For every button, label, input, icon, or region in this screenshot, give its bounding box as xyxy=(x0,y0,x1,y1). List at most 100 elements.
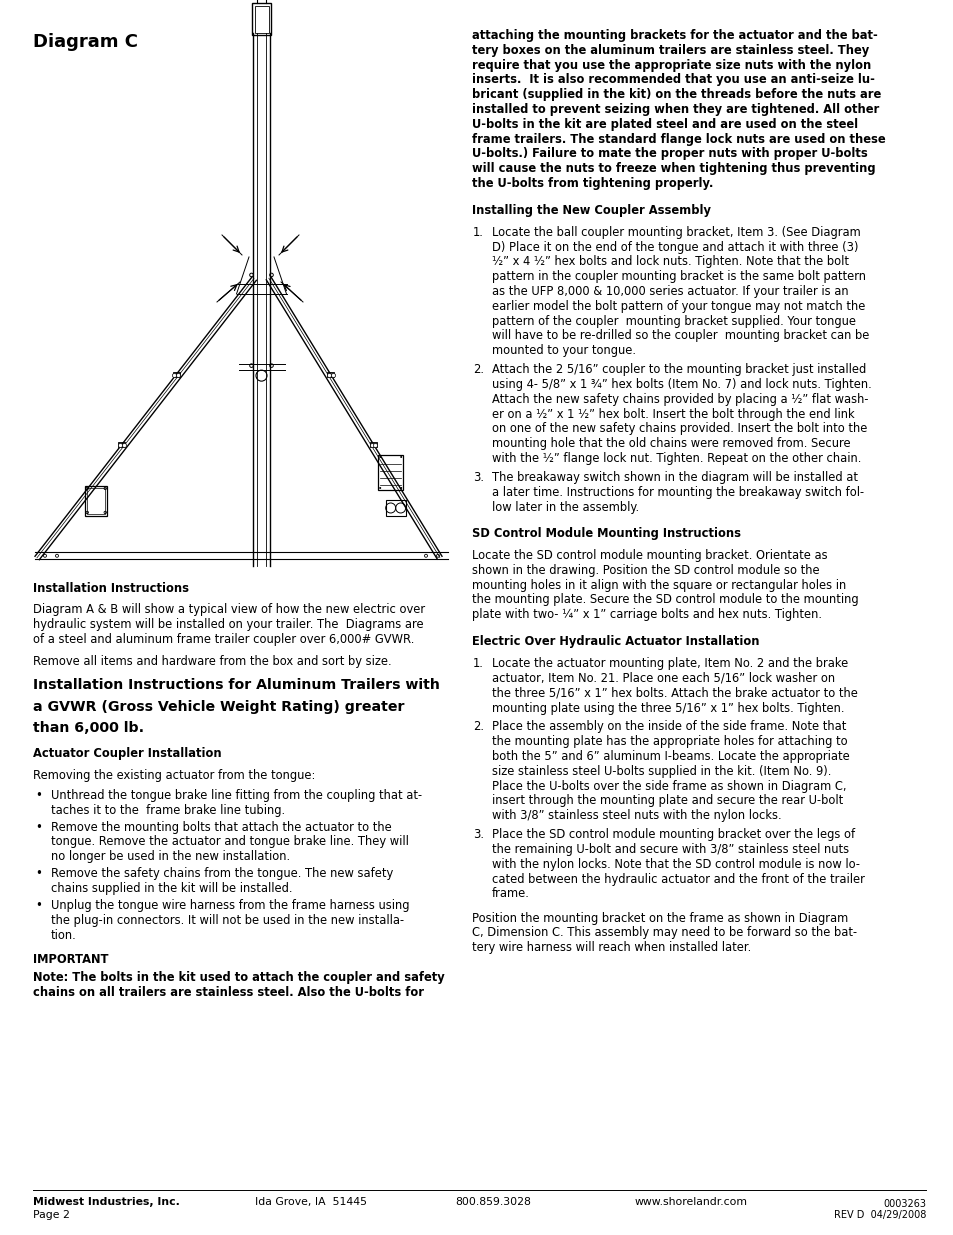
Text: 3.: 3. xyxy=(473,829,483,841)
Text: Locate the SD control module mounting bracket. Orientate as: Locate the SD control module mounting br… xyxy=(472,550,827,562)
Text: Remove all items and hardware from the box and sort by size.: Remove all items and hardware from the b… xyxy=(33,655,392,668)
Text: chains on all trailers are stainless steel. Also the U-bolts for: chains on all trailers are stainless ste… xyxy=(33,986,423,999)
Text: pattern in the coupler mounting bracket is the same bolt pattern: pattern in the coupler mounting bracket … xyxy=(492,270,865,283)
Text: IMPORTANT: IMPORTANT xyxy=(33,953,109,966)
Text: Place the U-bolts over the side frame as shown in Diagram C,: Place the U-bolts over the side frame as… xyxy=(492,779,845,793)
Text: C, Dimension C. This assembly may need to be forward so the bat-: C, Dimension C. This assembly may need t… xyxy=(472,926,856,940)
Text: the remaining U-bolt and secure with 3/8” stainless steel nuts: the remaining U-bolt and secure with 3/8… xyxy=(492,844,848,856)
Text: Installing the New Coupler Assembly: Installing the New Coupler Assembly xyxy=(472,204,710,216)
Text: with the ½” flange lock nut. Tighten. Repeat on the other chain.: with the ½” flange lock nut. Tighten. Re… xyxy=(492,452,861,466)
Circle shape xyxy=(378,487,381,489)
Text: attaching the mounting brackets for the actuator and the bat-: attaching the mounting brackets for the … xyxy=(472,28,877,42)
Text: www.shorelandr.com: www.shorelandr.com xyxy=(635,1197,747,1207)
Bar xyxy=(172,372,179,377)
Text: taches it to the  frame brake line tubing.: taches it to the frame brake line tubing… xyxy=(51,804,285,816)
Text: shown in the drawing. Position the SD control module so the: shown in the drawing. Position the SD co… xyxy=(472,564,819,577)
Bar xyxy=(87,489,105,515)
Text: tongue. Remove the actuator and tongue brake line. They will: tongue. Remove the actuator and tongue b… xyxy=(51,835,409,848)
Text: of a steel and aluminum frame trailer coupler over 6,000# GVWR.: of a steel and aluminum frame trailer co… xyxy=(33,632,414,646)
Text: Position the mounting bracket on the frame as shown in Diagram: Position the mounting bracket on the fra… xyxy=(472,911,847,925)
Text: Attach the new safety chains provided by placing a ½” flat wash-: Attach the new safety chains provided by… xyxy=(492,393,867,406)
Text: no longer be used in the new installation.: no longer be used in the new installatio… xyxy=(51,850,290,863)
Text: both the 5” and 6” aluminum I-beams. Locate the appropriate: both the 5” and 6” aluminum I-beams. Loc… xyxy=(492,750,849,763)
Text: Locate the ball coupler mounting bracket, Item 3. (See Diagram: Locate the ball coupler mounting bracket… xyxy=(492,226,860,238)
Text: •: • xyxy=(35,899,42,911)
Text: Unthread the tongue brake line fitting from the coupling that at-: Unthread the tongue brake line fitting f… xyxy=(51,789,421,802)
Text: SD Control Module Mounting Instructions: SD Control Module Mounting Instructions xyxy=(472,527,740,540)
Text: pattern of the coupler  mounting bracket supplied. Your tongue: pattern of the coupler mounting bracket … xyxy=(492,315,855,327)
Text: using 4- 5/8” x 1 ¾” hex bolts (Item No. 7) and lock nuts. Tighten.: using 4- 5/8” x 1 ¾” hex bolts (Item No.… xyxy=(492,378,871,391)
Text: the plug-in connectors. It will not be used in the new installa-: the plug-in connectors. It will not be u… xyxy=(51,914,404,926)
Text: plate with two- ¼” x 1” carriage bolts and hex nuts. Tighten.: plate with two- ¼” x 1” carriage bolts a… xyxy=(472,609,821,621)
Text: will have to be re-drilled so the coupler  mounting bracket can be: will have to be re-drilled so the couple… xyxy=(492,330,868,342)
Text: •: • xyxy=(35,789,42,802)
Text: 1.: 1. xyxy=(473,657,483,671)
Text: 1.: 1. xyxy=(473,226,483,238)
Text: size stainless steel U-bolts supplied in the kit. (Item No. 9).: size stainless steel U-bolts supplied in… xyxy=(492,764,830,778)
Text: U-bolts.) Failure to mate the proper nuts with proper U-bolts: U-bolts.) Failure to mate the proper nut… xyxy=(472,147,867,161)
Text: Place the SD control module mounting bracket over the legs of: Place the SD control module mounting bra… xyxy=(492,829,854,841)
Bar xyxy=(327,372,334,377)
Text: insert through the mounting plate and secure the rear U-bolt: insert through the mounting plate and se… xyxy=(492,794,842,808)
Text: will cause the nuts to freeze when tightening thus preventing: will cause the nuts to freeze when tight… xyxy=(472,162,875,175)
Text: cated between the hydraulic actuator and the front of the trailer: cated between the hydraulic actuator and… xyxy=(492,873,864,885)
Text: Note: The bolts in the kit used to attach the coupler and safety: Note: The bolts in the kit used to attac… xyxy=(33,971,444,984)
Text: mounting plate using the three 5/16” x 1” hex bolts. Tighten.: mounting plate using the three 5/16” x 1… xyxy=(492,701,843,715)
Text: a GVWR (Gross Vehicle Weight Rating) greater: a GVWR (Gross Vehicle Weight Rating) gre… xyxy=(33,700,404,714)
Text: Installation Instructions for Aluminum Trailers with: Installation Instructions for Aluminum T… xyxy=(33,678,439,693)
Text: tery wire harness will reach when installed later.: tery wire harness will reach when instal… xyxy=(472,941,750,955)
Text: mounting hole that the old chains were removed from. Secure: mounting hole that the old chains were r… xyxy=(492,437,850,451)
Text: Diagram A & B will show a typical view of how the new electric over: Diagram A & B will show a typical view o… xyxy=(33,603,425,616)
Bar xyxy=(254,5,268,32)
Text: the mounting plate. Secure the SD control module to the mounting: the mounting plate. Secure the SD contro… xyxy=(472,594,858,606)
Circle shape xyxy=(399,487,402,489)
Bar xyxy=(377,454,403,490)
Text: 0003263: 0003263 xyxy=(882,1199,925,1209)
Text: frame trailers. The standard flange lock nuts are used on these: frame trailers. The standard flange lock… xyxy=(472,132,884,146)
Text: earlier model the bolt pattern of your tongue may not match the: earlier model the bolt pattern of your t… xyxy=(492,300,864,312)
Circle shape xyxy=(378,456,381,458)
Text: Locate the actuator mounting plate, Item No. 2 and the brake: Locate the actuator mounting plate, Item… xyxy=(492,657,847,671)
Text: as the UFP 8,000 & 10,000 series actuator. If your trailer is an: as the UFP 8,000 & 10,000 series actuato… xyxy=(492,285,848,298)
Text: Removing the existing actuator from the tongue:: Removing the existing actuator from the … xyxy=(33,769,315,783)
Bar xyxy=(370,442,376,447)
Text: frame.: frame. xyxy=(492,888,529,900)
Text: chains supplied in the kit will be installed.: chains supplied in the kit will be insta… xyxy=(51,882,293,895)
Text: D) Place it on the end of the tongue and attach it with three (3): D) Place it on the end of the tongue and… xyxy=(492,241,858,253)
Text: low later in the assembly.: low later in the assembly. xyxy=(492,500,639,514)
Bar xyxy=(385,500,405,516)
Bar xyxy=(252,2,271,35)
Text: U-bolts in the kit are plated steel and are used on the steel: U-bolts in the kit are plated steel and … xyxy=(472,117,858,131)
Text: Unplug the tongue wire harness from the frame harness using: Unplug the tongue wire harness from the … xyxy=(51,899,409,911)
Text: 800.859.3028: 800.859.3028 xyxy=(455,1197,530,1207)
Text: installed to prevent seizing when they are tightened. All other: installed to prevent seizing when they a… xyxy=(472,103,879,116)
Text: Electric Over Hydraulic Actuator Installation: Electric Over Hydraulic Actuator Install… xyxy=(472,635,759,648)
Bar xyxy=(118,442,125,447)
Text: Diagram C: Diagram C xyxy=(33,33,138,51)
Text: the mounting plate has the appropriate holes for attaching to: the mounting plate has the appropriate h… xyxy=(492,735,846,748)
Text: than 6,000 lb.: than 6,000 lb. xyxy=(33,721,144,735)
Text: tion.: tion. xyxy=(51,929,76,941)
Text: a later time. Instructions for mounting the breakaway switch fol-: a later time. Instructions for mounting … xyxy=(492,485,863,499)
Text: tery boxes on the aluminum trailers are stainless steel. They: tery boxes on the aluminum trailers are … xyxy=(472,43,868,57)
Text: actuator, Item No. 21. Place one each 5/16” lock washer on: actuator, Item No. 21. Place one each 5/… xyxy=(492,672,834,685)
Text: Midwest Industries, Inc.: Midwest Industries, Inc. xyxy=(33,1197,180,1207)
Text: Ida Grove, IA  51445: Ida Grove, IA 51445 xyxy=(254,1197,367,1207)
Text: •: • xyxy=(35,867,42,881)
Text: mounting holes in it align with the square or rectangular holes in: mounting holes in it align with the squa… xyxy=(472,579,845,592)
Text: hydraulic system will be installed on your trailer. The  Diagrams are: hydraulic system will be installed on yo… xyxy=(33,618,423,631)
Text: ½” x 4 ½” hex bolts and lock nuts. Tighten. Note that the bolt: ½” x 4 ½” hex bolts and lock nuts. Tight… xyxy=(492,256,848,268)
Text: Remove the mounting bolts that attach the actuator to the: Remove the mounting bolts that attach th… xyxy=(51,820,392,834)
Text: REV D  04/29/2008: REV D 04/29/2008 xyxy=(833,1210,925,1220)
Text: 3.: 3. xyxy=(473,471,483,484)
Text: mounted to your tongue.: mounted to your tongue. xyxy=(492,345,636,357)
Text: Attach the 2 5/16” coupler to the mounting bracket just installed: Attach the 2 5/16” coupler to the mounti… xyxy=(492,363,865,377)
Text: er on a ½” x 1 ½” hex bolt. Insert the bolt through the end link: er on a ½” x 1 ½” hex bolt. Insert the b… xyxy=(492,408,854,421)
Text: Installation Instructions: Installation Instructions xyxy=(33,582,189,595)
Text: Page 2: Page 2 xyxy=(33,1210,70,1220)
Text: •: • xyxy=(35,820,42,834)
Text: on one of the new safety chains provided. Insert the bolt into the: on one of the new safety chains provided… xyxy=(492,422,866,436)
Text: 2.: 2. xyxy=(473,363,483,377)
Text: with 3/8” stainless steel nuts with the nylon locks.: with 3/8” stainless steel nuts with the … xyxy=(492,809,781,823)
Text: bricant (supplied in the kit) on the threads before the nuts are: bricant (supplied in the kit) on the thr… xyxy=(472,88,881,101)
